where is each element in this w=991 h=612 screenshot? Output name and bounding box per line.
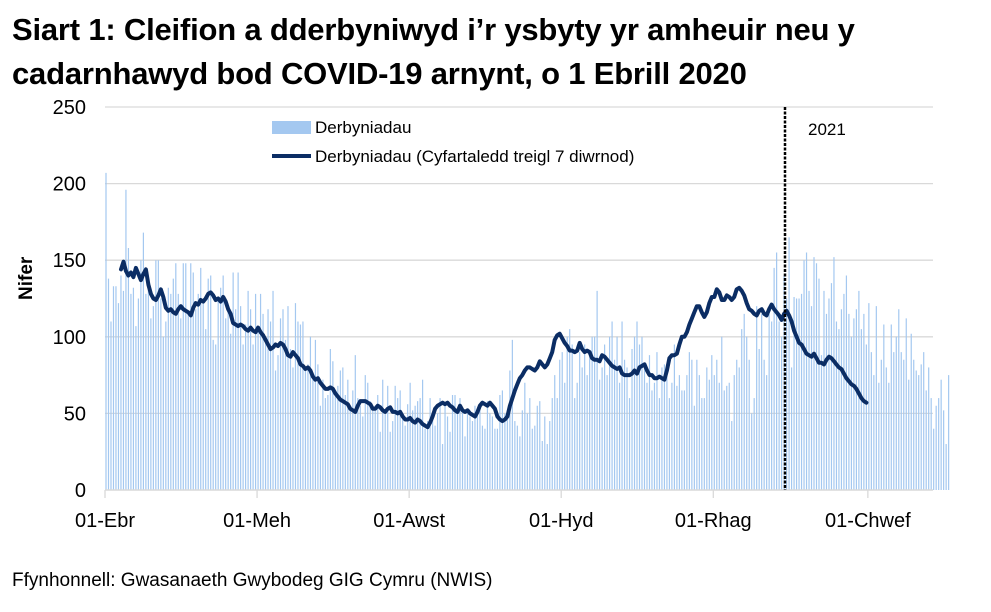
legend: Derbyniadau Derbyniadau (Cyfartaledd tre… xyxy=(272,118,634,166)
legend-bar-label: Derbyniadau xyxy=(315,118,411,137)
y-tick-label: 150 xyxy=(53,250,86,272)
y-tick-label: 50 xyxy=(64,403,86,425)
chart-title: Siart 1: Cleifion a dderbyniwyd i’r ysby… xyxy=(12,12,855,91)
x-tick-label: 01-Meh xyxy=(223,510,291,532)
x-tick-label: 01-Rhag xyxy=(675,510,752,532)
legend-bar-swatch xyxy=(272,121,311,134)
source-note: Ffynhonnell: Gwasanaeth Gwybodeg GIG Cym… xyxy=(12,570,493,591)
y-tick-label: 100 xyxy=(53,327,86,349)
x-axis-ticks: 01-Ebr 01-Meh 01-Awst 01-Hyd 01-Rhag 01-Chwef xyxy=(75,490,911,532)
y-tick-label: 250 xyxy=(53,97,86,119)
legend-line-label: Derbyniadau (Cyfartaledd treigl 7 diwrno… xyxy=(315,147,634,166)
y-tick-label: 200 xyxy=(53,174,86,196)
y-axis-label: Nifer xyxy=(16,256,37,300)
year-label-2021: 2021 xyxy=(808,120,846,139)
x-tick-label: 01-Hyd xyxy=(529,510,593,532)
x-tick-label: 01-Chwef xyxy=(825,510,911,532)
x-tick-label: 01-Ebr xyxy=(75,510,135,532)
line-series-7-day-average xyxy=(119,259,869,430)
x-tick-label: 01-Awst xyxy=(373,510,445,532)
bar-series-derbyniadau xyxy=(105,172,950,490)
y-tick-label: 0 xyxy=(75,480,86,502)
y-axis-ticks: 0 50 100 150 200 250 xyxy=(53,97,86,502)
